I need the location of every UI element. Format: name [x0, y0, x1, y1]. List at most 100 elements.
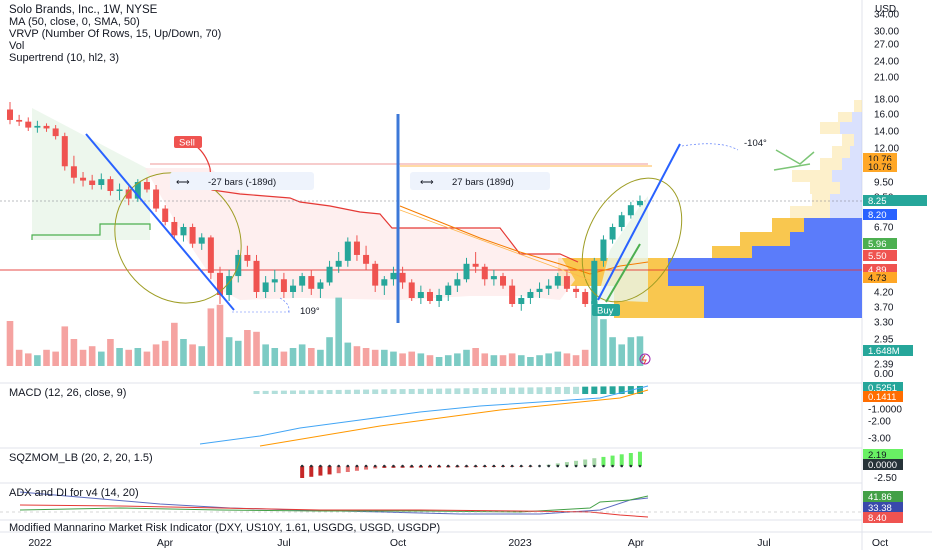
candle-body: [43, 125, 50, 129]
badge-supertrend: 8.20: [868, 210, 887, 221]
badge-price-r2-box: [863, 161, 897, 172]
sqzmom-dot: [501, 464, 505, 468]
sqz-label[interactable]: SQZMOM_LB (20, 2, 20, 1.5): [9, 452, 153, 464]
volume-bar: [189, 344, 196, 366]
sqzmom-bar: [564, 462, 569, 466]
volume-bar: [289, 348, 297, 366]
sqzmom-dot: [383, 464, 386, 468]
sqzmom-bar: [318, 466, 323, 476]
candle-body: [363, 254, 370, 264]
time-axis[interactable]: 2022 Apr Jul Oct 2023 Apr Jul Oct: [28, 537, 888, 549]
vrvp-down-bar: [704, 286, 862, 318]
badge-adx-b: 33.38: [868, 503, 892, 514]
candle-body: [162, 208, 169, 222]
candle-body: [527, 292, 534, 298]
legend-vol[interactable]: Vol: [9, 40, 25, 52]
volume-bar: [517, 355, 525, 366]
main-price-pane: [0, 100, 862, 366]
macd-histogram-bar: [582, 386, 589, 394]
macd-histogram-bar: [591, 386, 598, 394]
volume-bar: [24, 353, 32, 366]
macd-histogram-bar: [326, 390, 333, 394]
candle-body: [89, 180, 96, 185]
candle-body: [271, 279, 278, 283]
candle-body: [226, 276, 233, 295]
macd-histogram-bar: [381, 389, 388, 394]
volume-bar: [134, 348, 142, 366]
candle-body: [171, 221, 178, 236]
volume-bar: [390, 351, 397, 366]
badge-macd-a: 0.5251: [868, 383, 897, 394]
time-axis-label: 2023: [508, 537, 532, 549]
sqzmom-dot: [355, 464, 359, 468]
macd-histogram-bar: [573, 386, 580, 394]
legend-vrvp[interactable]: VRVP (Number Of Rows, 15, Up/Down, 70): [9, 28, 222, 40]
candle-body: [636, 201, 643, 206]
volume-bar: [335, 297, 342, 366]
vrvp-up-bar: [838, 112, 852, 122]
macd-histogram-bar: [417, 388, 424, 394]
sqzmom-dot: [620, 464, 624, 468]
macd-histogram-bar: [299, 390, 306, 394]
volume-bar: [6, 321, 14, 366]
risk-label[interactable]: Modified Mannarino Market Risk Indicator…: [9, 522, 441, 534]
volume-bar: [508, 353, 516, 366]
lightning-bolt-icon: [641, 354, 647, 365]
volume-bar: [362, 348, 370, 366]
macd-histogram-bar: [518, 387, 525, 394]
candle-body: [573, 288, 580, 292]
sqzmom-dot: [602, 464, 605, 468]
volume-bar: [545, 353, 552, 366]
adx-label[interactable]: ADX and DI for v4 (14, 20): [9, 487, 139, 499]
sqzmom-dot: [456, 464, 459, 468]
green-arrow-buy: [605, 243, 641, 303]
macd-histogram-bar: [481, 388, 488, 394]
candle-body: [344, 241, 351, 261]
price-tick-label: 16.00: [874, 110, 899, 121]
di-minus-line: [19, 504, 649, 518]
legend-supertrend[interactable]: Supertrend (10, hl2, 3): [9, 52, 120, 64]
macd-histogram-bar: [363, 389, 370, 394]
candle-body: [80, 177, 87, 181]
badge-adx-b-box: [863, 502, 903, 513]
volume-bar: [234, 340, 242, 366]
sqzmom-dot: [519, 464, 523, 468]
macd-histogram-bar: [262, 390, 269, 394]
volume-bar: [79, 349, 87, 366]
candle-body: [143, 182, 150, 190]
angle-label-top: -104°: [744, 138, 767, 149]
candle-body: [308, 276, 315, 289]
vrvp-up-bar: [812, 194, 830, 206]
volume-bar: [618, 344, 626, 366]
supertrend-green-line: [31, 223, 151, 240]
macd-label[interactable]: MACD (12, 26, close, 9): [9, 387, 127, 399]
volume-bar: [408, 351, 416, 366]
candle-body: [436, 295, 443, 301]
legend-ma[interactable]: MA (50, close, 0, SMA, 50): [9, 16, 140, 28]
sqzmom-dot: [510, 464, 514, 468]
orange-trend-line: [399, 209, 591, 281]
candle-body: [536, 288, 543, 292]
volume-bar: [591, 301, 598, 366]
volume-bar: [481, 353, 489, 366]
candle-body: [153, 189, 160, 209]
vrvp-up-bar: [712, 246, 752, 258]
candle-body: [134, 182, 141, 199]
candle-body: [618, 215, 625, 227]
price-tick-label: 3.30: [874, 318, 894, 329]
macd-tick-label: -3.00: [868, 434, 891, 445]
volume-bar: [444, 355, 452, 366]
vrvp-up-bar: [772, 218, 804, 232]
green-arrow-right: [775, 149, 815, 165]
symbol-title[interactable]: Solo Brands, Inc., 1W, NYSE: [9, 4, 158, 16]
vrvp-down-bar: [852, 112, 862, 122]
sqzmom-dot: [437, 464, 441, 468]
volume-bar: [317, 349, 324, 366]
macd-histogram-bar: [426, 388, 433, 394]
volume-bar: [98, 351, 105, 366]
sqzmom-bar: [300, 466, 305, 478]
macd-histogram-bar: [463, 388, 470, 394]
candle-body: [52, 128, 59, 137]
